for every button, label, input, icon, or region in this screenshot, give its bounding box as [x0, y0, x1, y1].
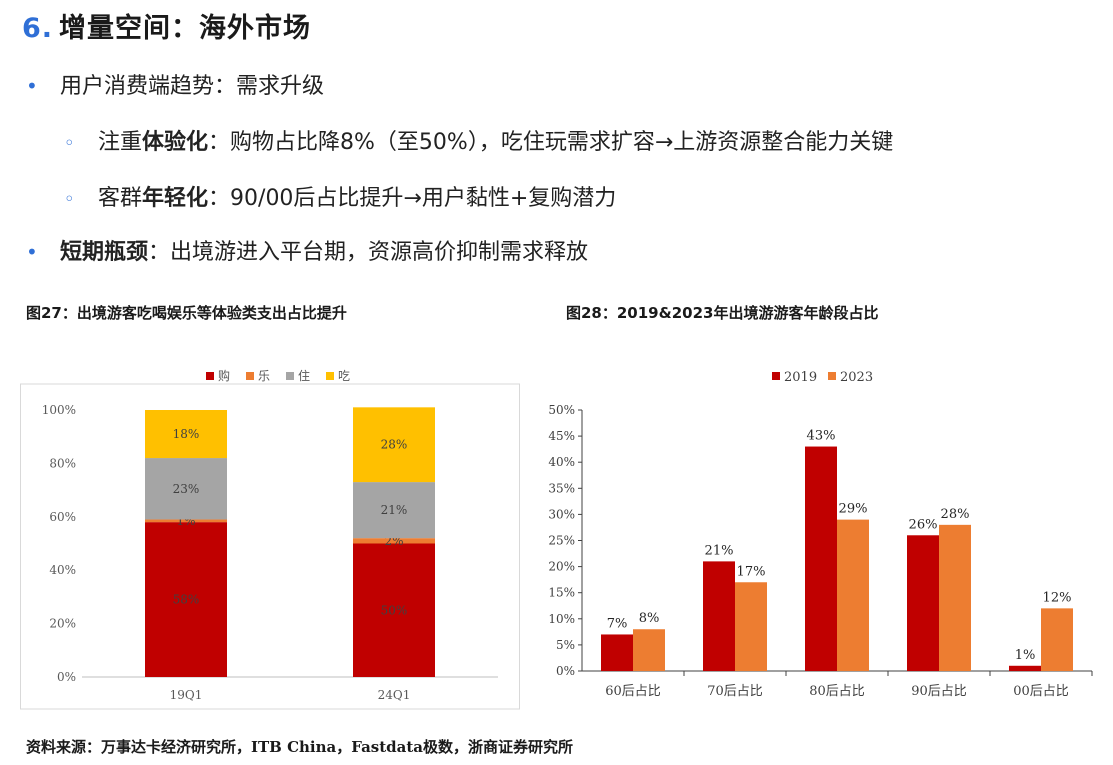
legend-label: 吃 [338, 369, 350, 383]
x-tick-label: 00后占比 [1013, 684, 1069, 699]
data-label: 8% [639, 611, 660, 626]
y-tick-label: 60% [49, 510, 76, 524]
bar [805, 446, 837, 671]
bar [633, 629, 665, 671]
y-tick-label: 80% [49, 456, 76, 470]
data-label: 18% [173, 427, 200, 441]
bullet-circle-icon: ◦ [64, 133, 75, 154]
data-label: 50% [381, 603, 408, 617]
bullet-text-bold: 体验化 [142, 130, 209, 155]
y-tick-label: 20% [548, 560, 575, 574]
y-tick-label: 100% [42, 403, 76, 417]
x-tick-label: 70后占比 [707, 684, 763, 699]
bar-segment [353, 543, 435, 677]
data-label: 26% [909, 517, 938, 532]
data-label: 17% [737, 564, 766, 579]
bar-segment [353, 407, 435, 483]
bullet-demand-trend: • 用户消费端趋势：需求升级 [26, 68, 324, 100]
page-title: 6. 增量空间：海外市场 [22, 6, 311, 45]
x-tick-label: 19Q1 [170, 688, 203, 702]
legend-label: 2023 [840, 370, 873, 385]
chart-frame [20, 383, 520, 710]
data-label: 12% [1043, 590, 1072, 605]
sub-bullet-younger: ◦ 客群年轻化：90/00后占比提升→用户黏性+复购潜力 [64, 180, 616, 212]
bullet-text-bold: 短期瓶颈 [60, 240, 149, 265]
data-label: 23% [173, 482, 200, 496]
legend-swatch [206, 372, 214, 380]
bullet-circle-icon: ◦ [64, 189, 75, 210]
bullet-dot-icon: • [26, 240, 38, 264]
y-tick-label: 5% [556, 638, 575, 652]
bar-segment [353, 482, 435, 539]
bar-segment [353, 538, 435, 544]
sub-bullet-experience: ◦ 注重体验化：购物占比降8%（至50%），吃住玩需求扩容→上游资源整合能力关键 [64, 124, 893, 156]
stacked-bar-chart: 购乐住吃0%20%40%60%80%100%58%1%23%18%19Q150%… [20, 368, 520, 710]
data-label: 28% [941, 507, 970, 522]
y-tick-label: 25% [548, 534, 575, 548]
figure-28-title: 图28：2019&2023年出境游游客年龄段占比 [566, 304, 879, 322]
y-tick-label: 20% [49, 617, 76, 631]
y-tick-label: 35% [548, 481, 575, 495]
y-tick-label: 15% [548, 586, 575, 600]
legend-swatch [828, 372, 836, 380]
bar [837, 519, 869, 671]
bar [703, 561, 735, 671]
legend-label: 住 [298, 369, 310, 383]
bar [735, 582, 767, 671]
bar-segment [145, 458, 227, 520]
bar [601, 634, 633, 671]
y-tick-label: 40% [49, 563, 76, 577]
legend-label: 乐 [258, 369, 270, 383]
legend-swatch [246, 372, 254, 380]
data-label: 29% [839, 502, 868, 517]
y-tick-label: 50% [548, 403, 575, 417]
bullet-bottleneck: • 短期瓶颈：出境游进入平台期，资源高价抑制需求释放 [26, 234, 588, 266]
data-label: 28% [381, 438, 408, 452]
bullet-text-post: ：出境游进入平台期，资源高价抑制需求释放 [148, 240, 589, 265]
legend-label: 购 [218, 368, 230, 383]
bullet-text: 用户消费端趋势：需求升级 [60, 74, 325, 99]
grouped-bar-chart: 2019 2023 0% 5% 10% 15% 20% 25% 30% 35% 40% 45% 50% 7… [548, 370, 1093, 699]
section-title: 增量空间：海外市场 [59, 13, 312, 44]
x-tick-label: 24Q1 [378, 688, 411, 702]
y-tick-label: 45% [548, 429, 575, 443]
data-label: 21% [705, 543, 734, 558]
bullet-text-pre: 注重 [98, 130, 143, 155]
x-tick-label: 60后占比 [605, 684, 661, 699]
legend-swatch [286, 372, 294, 380]
bar [1041, 608, 1073, 671]
bullet-text-bold: 年轻化 [142, 186, 209, 211]
bullet-text-post: ：90/00后占比提升→用户黏性+复购潜力 [208, 186, 617, 211]
bullet-text-pre: 客群 [98, 186, 143, 211]
bar [907, 535, 939, 671]
x-tick-label: 90后占比 [911, 684, 967, 699]
legend-swatch [772, 372, 780, 380]
x-tick-label: 80后占比 [809, 684, 865, 699]
y-tick-label: 10% [548, 612, 575, 626]
data-label: 21% [381, 503, 408, 517]
figure-27-title: 图27：出境游客吃喝娱乐等体验类支出占比提升 [26, 304, 347, 322]
legend-label: 2019 [784, 370, 817, 385]
bullet-dot-icon: • [26, 74, 38, 98]
bar-segment [145, 410, 227, 459]
legend-swatch [326, 372, 334, 380]
bar-segment [145, 519, 227, 523]
bar [939, 524, 971, 671]
bar [1009, 665, 1041, 671]
y-tick-label: 40% [548, 455, 575, 469]
bullet-text-post: ：购物占比降8%（至50%），吃住玩需求扩容→上游资源整合能力关键 [208, 130, 894, 155]
y-tick-label: 0% [57, 670, 76, 684]
data-label: 1% [1015, 648, 1036, 663]
bar-segment [145, 522, 227, 677]
y-tick-label: 0% [556, 664, 575, 678]
section-number: 6. [22, 13, 54, 44]
source-note: 资料来源：万事达卡经济研究所，ITB China，Fastdata极数，浙商证券… [26, 738, 574, 756]
data-label: 7% [607, 616, 628, 631]
data-label: 43% [807, 429, 836, 444]
data-label: 58% [173, 593, 200, 607]
y-tick-label: 30% [548, 507, 575, 521]
